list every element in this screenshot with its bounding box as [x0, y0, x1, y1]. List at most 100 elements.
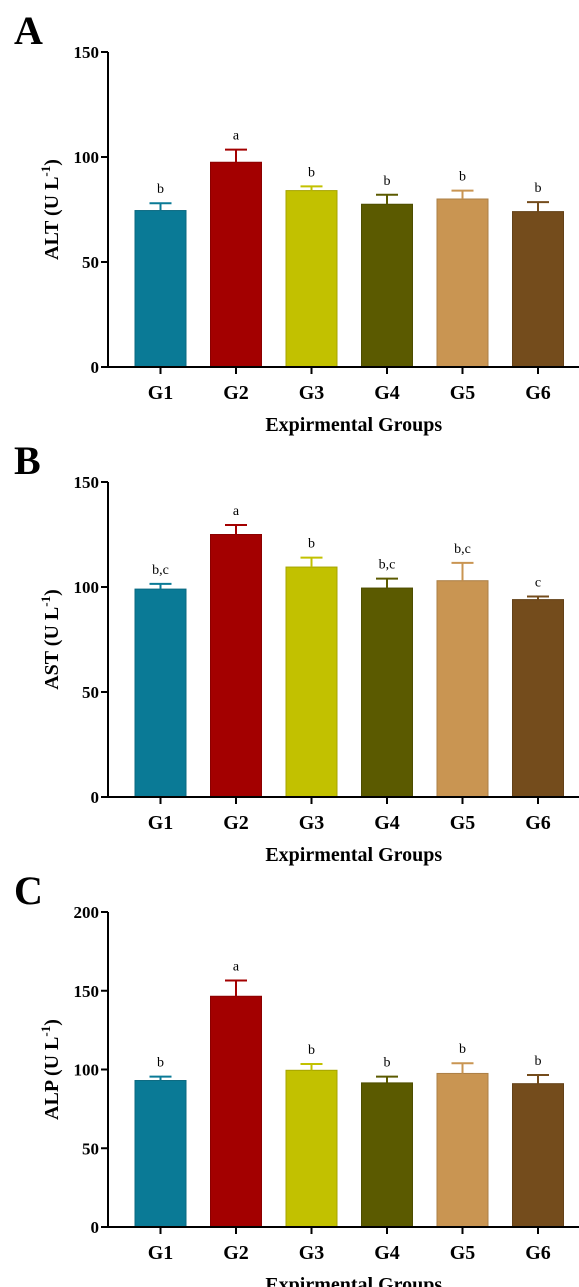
bar-g1 [134, 1080, 187, 1228]
x-tick-label: G2 [223, 382, 249, 404]
panel-letter: A [14, 8, 43, 53]
significance-label: b [459, 1042, 466, 1057]
error-bar-g6 [527, 1074, 549, 1084]
error-bar-g2 [225, 148, 247, 163]
significance-label: a [233, 504, 240, 519]
error-bar-g5 [451, 561, 474, 581]
bar-g4 [361, 587, 413, 798]
x-tick-label: G2 [223, 812, 249, 834]
x-tick-label: G3 [299, 382, 325, 404]
y-tick-label: 100 [74, 148, 100, 167]
significance-label: b [384, 174, 391, 189]
significance-label: a [233, 129, 240, 144]
bar-g2 [210, 534, 262, 798]
x-tick-label: G3 [299, 812, 325, 834]
bar-g4 [361, 203, 413, 368]
significance-label: b [459, 170, 466, 185]
y-axis-title-close: ) [41, 159, 63, 166]
y-axis-title-superscript: -1 [38, 166, 53, 177]
y-axis-title-close: ) [41, 1019, 63, 1026]
x-tick-label: G4 [374, 812, 400, 834]
x-tick-label: G4 [374, 1242, 400, 1264]
panel-letter: B [14, 438, 41, 483]
x-axis-title: Expirmental Groups [265, 414, 442, 436]
bar-g2 [210, 995, 262, 1228]
significance-label: b [535, 1054, 542, 1069]
x-tick-label: G5 [450, 382, 476, 404]
y-tick-label: 0 [91, 358, 100, 377]
error-bar-g5 [451, 189, 474, 199]
significance-label: a [233, 960, 240, 975]
bar-g5 [436, 198, 489, 368]
x-tick-label: G6 [525, 812, 551, 834]
bar-g3 [285, 190, 338, 368]
x-axis-title: Expirmental Groups [265, 1274, 442, 1287]
y-tick-label: 150 [74, 982, 100, 1001]
y-axis-title: ALP (U L-1) [38, 1019, 63, 1120]
bar-g1 [134, 210, 187, 368]
error-bar-g3 [300, 1062, 323, 1071]
x-tick-label: G1 [148, 1242, 174, 1264]
x-tick-label: G6 [525, 382, 551, 404]
y-tick-label: 100 [74, 1061, 100, 1080]
error-bar-g2 [225, 524, 247, 535]
x-tick-label: G5 [450, 812, 476, 834]
error-bar-g1 [149, 202, 172, 211]
bar-g4 [361, 1082, 413, 1228]
y-tick-label: 200 [74, 903, 100, 922]
x-tick-label: G2 [223, 1242, 249, 1264]
x-tick-label: G1 [148, 812, 174, 834]
bar-g3 [285, 1069, 338, 1228]
error-bar-g6 [527, 595, 549, 600]
significance-label: b,c [454, 542, 471, 557]
significance-label: c [535, 575, 541, 590]
bar-g6 [512, 1083, 564, 1228]
y-axis-title-main: ALP (U L [41, 1037, 63, 1120]
significance-label: b,c [379, 558, 396, 573]
error-bar-g3 [300, 556, 323, 568]
x-tick-label: G4 [374, 382, 400, 404]
significance-label: b [308, 165, 315, 180]
significance-label: b [535, 181, 542, 196]
significance-label: b [384, 1056, 391, 1071]
panel-letter: C [14, 868, 43, 913]
y-axis-title-superscript: -1 [38, 1026, 53, 1037]
error-bar-g4 [376, 1075, 398, 1083]
bar-g6 [512, 599, 564, 798]
y-tick-label: 0 [91, 788, 100, 807]
y-axis-title-main: ALT (U L [41, 177, 63, 260]
error-bar-g2 [225, 979, 247, 997]
x-tick-label: G1 [148, 382, 174, 404]
error-bar-g5 [451, 1062, 474, 1074]
error-bar-g1 [149, 1075, 172, 1081]
chart-svg-c: Cb G1 a G2 b G3 b G4 b G5 b G6 0 50 100 150 200 Expirment… [14, 868, 579, 1287]
chart-svg-b: Bb,c G1 a G2 b G3 b,c G4 b,c G5 c G6 0 50 100 150 Expirm… [14, 438, 579, 866]
error-bar-g6 [527, 201, 549, 212]
y-axis-title: ALT (U L-1) [38, 159, 63, 260]
x-tick-label: G6 [525, 1242, 551, 1264]
x-axis-title: Expirmental Groups [265, 844, 442, 866]
bar-g3 [285, 566, 338, 798]
significance-label: b [308, 1043, 315, 1058]
y-tick-label: 50 [82, 683, 99, 702]
bar-g1 [134, 588, 187, 798]
significance-label: b [157, 1056, 164, 1071]
y-tick-label: 150 [74, 473, 100, 492]
chart-svg-a: Ab G1 a G2 b G3 b G4 b G5 b G6 0 50 100 150 Expirmental … [14, 8, 579, 436]
y-axis-title-superscript: -1 [38, 596, 53, 607]
error-bar-g4 [376, 577, 398, 589]
y-tick-label: 50 [82, 1139, 99, 1158]
y-axis-title-close: ) [41, 589, 63, 596]
error-bar-g1 [149, 582, 172, 590]
y-axis-title: AST (U L-1) [38, 589, 63, 690]
error-bar-g3 [300, 185, 323, 191]
bar-g5 [436, 580, 489, 798]
y-axis-title-main: AST (U L [41, 607, 63, 690]
significance-label: b [308, 537, 315, 552]
y-tick-label: 50 [82, 253, 99, 272]
significance-label: b,c [152, 563, 169, 578]
x-tick-label: G5 [450, 1242, 476, 1264]
